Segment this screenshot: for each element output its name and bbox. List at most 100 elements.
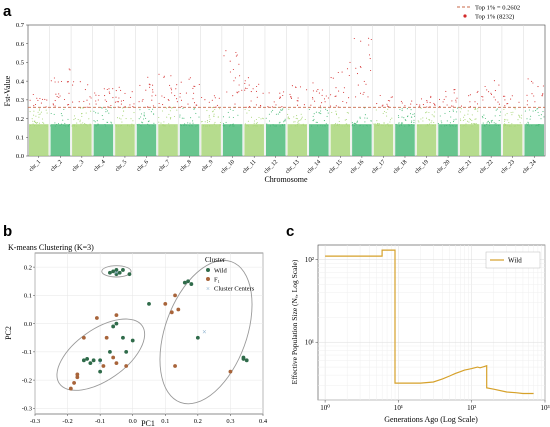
top-snp-point — [433, 102, 435, 104]
snp-point — [491, 121, 493, 123]
wild-point — [111, 269, 116, 274]
x-tick-label-a: chr_22 — [479, 159, 495, 175]
y-tick-label-a: 0.0 — [16, 153, 24, 160]
snp-point — [176, 109, 178, 111]
snp-point — [467, 110, 469, 112]
top-snp-point — [493, 80, 495, 82]
top-snp-point — [120, 100, 122, 102]
snp-point — [469, 119, 472, 121]
snp-point — [76, 122, 78, 124]
snp-point — [73, 119, 75, 121]
snp-point — [122, 107, 124, 109]
top-snp-point — [327, 97, 329, 99]
top-snp-point — [368, 44, 370, 46]
top-snp-point — [259, 105, 262, 107]
snp-point — [201, 120, 203, 123]
top-snp-point — [55, 93, 57, 95]
top-snp-point — [171, 92, 173, 94]
top-snp-point — [367, 96, 369, 98]
snp-point — [512, 111, 514, 113]
snp-point — [481, 116, 483, 118]
snp-point — [93, 110, 95, 112]
snp-point — [288, 118, 291, 120]
snp-point — [450, 116, 452, 118]
snp-point — [518, 124, 520, 127]
snp-point — [244, 123, 246, 125]
top-snp-point — [442, 101, 444, 103]
snp-point — [162, 124, 164, 126]
snp-point — [535, 125, 537, 127]
snp-point — [494, 124, 496, 126]
snp-point — [398, 122, 400, 124]
snp-density-band — [29, 124, 49, 156]
snp-point — [471, 123, 473, 125]
top-snp-point — [213, 95, 215, 97]
pca-points: × × × — [68, 268, 249, 391]
top-snp-point — [112, 88, 114, 90]
top-snp-point — [400, 100, 402, 102]
snp-point — [376, 124, 378, 126]
top-snp-point — [426, 100, 428, 102]
x-tick-label-b: -0.2 — [62, 418, 72, 425]
snp-point — [540, 114, 542, 116]
snp-point — [388, 125, 390, 127]
snp-point — [476, 124, 479, 126]
top-snp-point — [455, 99, 457, 101]
snp-density-band — [244, 124, 264, 156]
snp-point — [387, 108, 389, 110]
snp-point — [33, 121, 36, 123]
snp-point — [93, 120, 95, 122]
snp-point — [389, 119, 392, 121]
snp-point — [165, 107, 168, 109]
snp-point — [164, 125, 167, 127]
wild-point — [111, 324, 116, 329]
f1-point — [163, 301, 168, 306]
snp-point — [121, 121, 123, 123]
snp-point — [260, 118, 262, 120]
snp-point — [33, 110, 35, 112]
top-snp-point — [532, 82, 534, 84]
snp-point — [507, 119, 509, 121]
top-snp-point — [218, 97, 220, 99]
y-tick-label-c: 10² — [305, 256, 314, 264]
snp-point — [519, 122, 521, 124]
snp-point — [531, 125, 533, 127]
snp-point — [192, 122, 194, 124]
snp-point — [540, 118, 542, 120]
snp-point — [119, 117, 121, 119]
snp-point — [498, 119, 500, 122]
snp-point — [50, 125, 52, 127]
top-snp-point — [295, 86, 297, 89]
snp-point — [193, 108, 195, 110]
snp-point — [169, 118, 172, 120]
top-snp-point — [506, 103, 508, 105]
top-snp-point — [89, 103, 91, 105]
top-snp-point — [87, 84, 89, 86]
snp-point — [130, 118, 132, 120]
snp-point — [338, 125, 340, 127]
top-snp-point — [53, 77, 55, 79]
snp-point — [39, 113, 41, 115]
top-snp-point — [258, 83, 260, 85]
snp-point — [38, 113, 40, 115]
top-snp-point — [72, 101, 74, 103]
f1-point — [124, 364, 129, 368]
snp-point — [471, 114, 473, 116]
snp-point — [427, 125, 429, 127]
snp-point — [223, 125, 225, 127]
snp-point — [246, 112, 248, 114]
snp-point — [542, 111, 544, 113]
top-snp-point — [353, 37, 355, 40]
snp-point — [537, 111, 539, 113]
top-snp-point — [83, 100, 85, 102]
snp-point — [365, 124, 367, 126]
snp-point — [39, 108, 41, 110]
top-snp-point — [282, 94, 284, 97]
snp-point — [538, 114, 540, 117]
snp-point — [84, 124, 86, 126]
snp-point — [60, 113, 62, 115]
snp-point — [516, 124, 518, 126]
snp-density-band — [309, 124, 329, 156]
wild-point — [124, 349, 129, 354]
legend-wild-swatch — [206, 268, 210, 272]
